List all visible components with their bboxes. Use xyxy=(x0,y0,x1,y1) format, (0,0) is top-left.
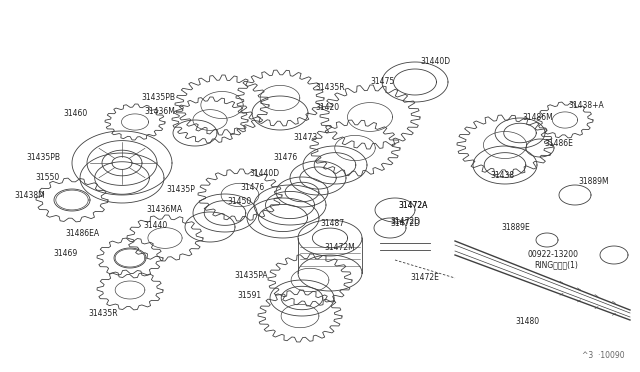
Text: 31435R: 31435R xyxy=(88,308,118,317)
Text: 31889M: 31889M xyxy=(578,177,609,186)
Text: 00922-13200
RINGリング(1): 00922-13200 RINGリング(1) xyxy=(527,250,578,270)
Text: 31435PB: 31435PB xyxy=(26,154,60,163)
Text: 31440: 31440 xyxy=(144,221,168,230)
Text: 31472A: 31472A xyxy=(398,201,428,209)
Text: 31472D: 31472D xyxy=(390,219,420,228)
Text: 31591: 31591 xyxy=(238,291,262,299)
Text: 31475: 31475 xyxy=(370,77,394,87)
Text: 31435PA: 31435PA xyxy=(234,270,268,279)
Text: 31486M: 31486M xyxy=(522,113,553,122)
Text: 31476: 31476 xyxy=(241,183,265,192)
Text: 31420: 31420 xyxy=(315,103,339,112)
Text: 31472A: 31472A xyxy=(398,201,428,209)
Text: 31472M: 31472M xyxy=(324,244,355,253)
Text: 31486E: 31486E xyxy=(544,138,573,148)
Text: 31436MA: 31436MA xyxy=(147,205,183,215)
Text: 31472E: 31472E xyxy=(410,273,439,282)
Text: 31440D: 31440D xyxy=(420,58,450,67)
Text: 31889E: 31889E xyxy=(501,224,530,232)
Text: 31550: 31550 xyxy=(36,173,60,182)
Text: ^3  ·10090: ^3 ·10090 xyxy=(582,351,625,360)
Text: 31480: 31480 xyxy=(515,317,539,327)
Text: 31460: 31460 xyxy=(64,109,88,118)
Text: 31435P: 31435P xyxy=(166,186,195,195)
Text: 31435R: 31435R xyxy=(315,83,344,92)
Text: 31438+A: 31438+A xyxy=(568,100,604,109)
Text: 31472D: 31472D xyxy=(390,217,420,225)
Text: 31438M: 31438M xyxy=(14,190,45,199)
Text: 31435PB: 31435PB xyxy=(141,93,175,102)
Text: 31440D: 31440D xyxy=(250,169,280,177)
Text: 31438: 31438 xyxy=(490,170,514,180)
Text: 31487: 31487 xyxy=(320,218,344,228)
Text: 31476: 31476 xyxy=(274,154,298,163)
Text: 31436M: 31436M xyxy=(144,108,175,116)
Text: 31473: 31473 xyxy=(294,134,318,142)
Text: 31486EA: 31486EA xyxy=(66,228,100,237)
Text: 31469: 31469 xyxy=(54,248,78,257)
Text: 31450: 31450 xyxy=(228,198,252,206)
